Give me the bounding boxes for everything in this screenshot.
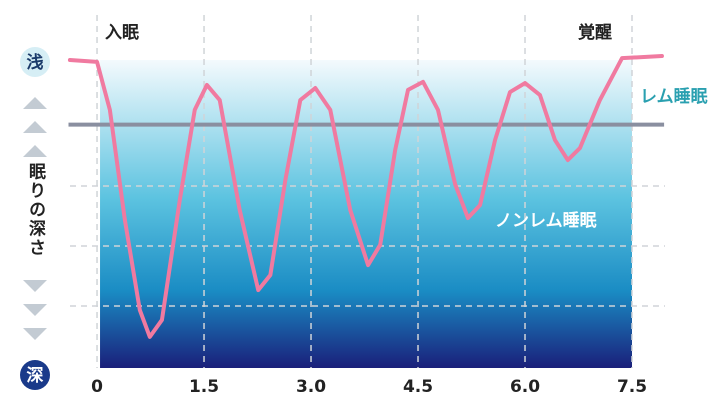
deep-label: 深: [27, 365, 44, 386]
shallow-label: 浅: [27, 52, 44, 73]
y-axis-label: 眠りの深さ: [25, 162, 46, 257]
sleep-curve: [67, 53, 664, 339]
awakening-label: 覚醒: [578, 22, 612, 43]
x-tick-label: 3.0: [296, 377, 326, 397]
x-tick-label: 1.5: [189, 377, 219, 397]
x-tick-label: 0: [91, 377, 103, 397]
x-tick-label: 7.5: [617, 377, 647, 397]
x-tick-label: 4.5: [403, 377, 433, 397]
rem-label: レム睡眠: [640, 86, 708, 107]
shallow-badge: [20, 47, 50, 77]
deep-badge: [20, 360, 50, 390]
arrows: [23, 97, 47, 340]
x-tick-label: 6.0: [510, 377, 540, 397]
depth-scale: 浅 深 眠りの深さ: [20, 47, 50, 390]
nrem-label: ノンレム睡眠: [495, 210, 597, 231]
onset-label: 入眠: [105, 23, 139, 43]
